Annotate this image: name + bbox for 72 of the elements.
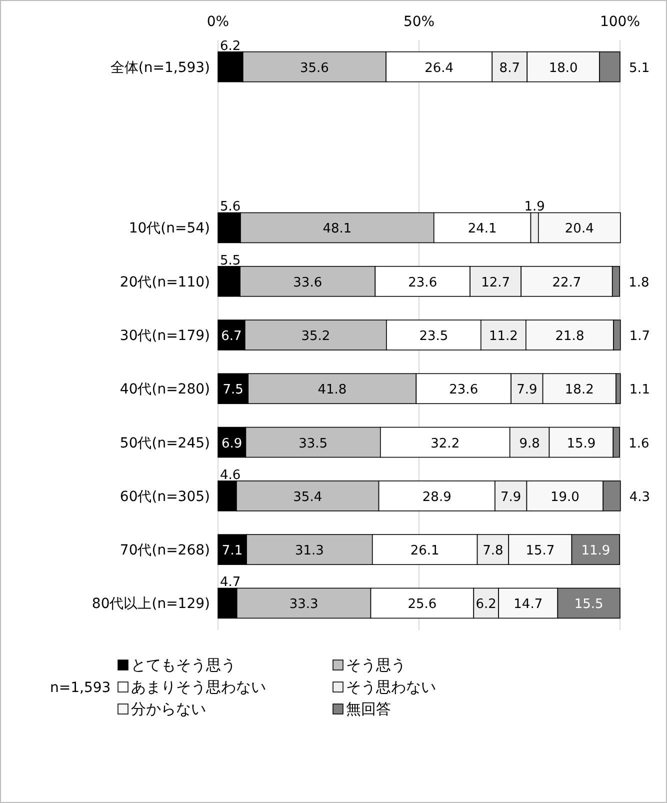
data-label: 11.2: [488, 329, 518, 344]
data-label: 24.1: [468, 222, 497, 237]
data-label: 15.9: [566, 436, 596, 452]
data-label: 48.1: [322, 222, 352, 237]
y-tick-label: 60代(n=305): [120, 488, 210, 505]
data-label: 35.2: [301, 329, 330, 344]
data-label: 4.3: [629, 490, 650, 505]
data-label: 33.5: [298, 436, 328, 452]
data-label: 4.7: [220, 575, 241, 590]
data-label: 20.4: [564, 222, 594, 237]
data-label: 15.5: [574, 597, 604, 612]
y-tick-label: 全体(n=1,593): [110, 60, 210, 76]
data-label: 12.7: [481, 275, 510, 290]
data-label: 25.6: [408, 597, 437, 612]
data-label: 18.2: [564, 382, 594, 398]
data-label: 35.4: [293, 490, 322, 505]
data-label: 7.8: [482, 544, 504, 559]
data-label: 14.7: [514, 597, 543, 612]
data-label: 28.9: [422, 490, 452, 505]
data-label: 1.6: [628, 436, 650, 452]
data-label: 33.6: [293, 275, 322, 290]
data-label: 4.6: [220, 468, 241, 483]
data-label: 5.5: [220, 253, 241, 268]
data-label: 1.9: [524, 200, 545, 215]
data-label: 19.0: [550, 490, 580, 505]
y-tick-label: 40代(n=280): [120, 382, 210, 398]
data-label: 6.2: [476, 597, 496, 612]
data-label: 6.7: [221, 329, 242, 344]
data-label: 6.9: [222, 436, 242, 452]
data-label: 22.7: [552, 275, 582, 290]
y-tick-label: 10代(n=54): [128, 220, 210, 237]
data-label: 11.9: [581, 544, 610, 559]
x-tick-label: 50%: [403, 14, 435, 30]
data-label: 31.3: [294, 544, 324, 559]
data-label: 9.8: [519, 436, 540, 452]
data-label: 21.8: [555, 329, 584, 344]
data-label: 7.9: [500, 490, 522, 505]
data-label: 7.1: [222, 544, 243, 559]
legend-label: 分からない: [131, 700, 206, 718]
y-tick-label: 70代(n=268): [120, 542, 210, 559]
x-tick-label: 0%: [206, 14, 230, 30]
data-label: 32.2: [430, 436, 460, 452]
data-label: 8.7: [499, 60, 520, 76]
legend-label: 無回答: [346, 700, 391, 718]
data-label: 7.5: [222, 382, 244, 398]
data-label: 15.7: [526, 544, 555, 559]
legend-label: そう思わない: [346, 678, 436, 696]
y-tick-label: 30代(n=179): [120, 328, 210, 344]
data-label: 41.8: [318, 382, 347, 398]
data-label: 33.3: [289, 597, 318, 612]
data-label: 1.8: [628, 275, 650, 290]
data-label: 23.6: [449, 382, 478, 398]
legend-label: そう思う: [346, 656, 406, 674]
data-label: 26.4: [424, 60, 454, 76]
y-tick-label: 50代(n=245): [120, 435, 210, 452]
y-tick-label: 20代(n=110): [120, 274, 210, 290]
data-label: 6.2: [220, 38, 241, 54]
data-label: 5.6: [220, 200, 241, 215]
text: n=1,593: [50, 680, 111, 696]
data-label: 7.9: [516, 382, 538, 398]
data-label: 26.1: [410, 544, 440, 559]
x-tick-label: 100%: [600, 14, 640, 30]
data-label: 23.6: [408, 275, 438, 290]
legend-label: あまりそう思わない: [131, 678, 266, 696]
data-label: 1.1: [629, 382, 650, 398]
data-label: 5.1: [629, 60, 650, 76]
data-label: 23.5: [419, 329, 448, 344]
legend-label: とてもそう思う: [131, 656, 236, 674]
data-label: 35.6: [300, 60, 329, 76]
data-label: 18.0: [548, 60, 578, 76]
data-label: 1.7: [629, 329, 650, 344]
y-tick-label: 80代以上(n=129): [92, 596, 210, 612]
